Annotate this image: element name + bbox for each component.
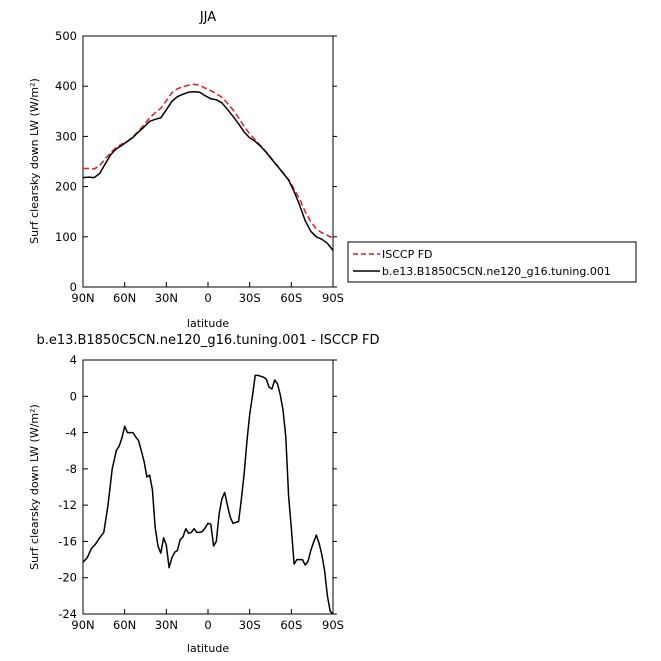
bot-y-tick-label: -16 [58, 534, 77, 548]
bottom-series-lines [82, 374, 334, 615]
top-x-tick-label: 30S [239, 291, 261, 305]
top-series-lines [82, 83, 334, 251]
bot-x-tick-label: 30S [239, 618, 261, 632]
top-series-line-1 [82, 90, 334, 251]
bot-y-tick-label: -12 [58, 498, 77, 512]
legend: ISCCP FD b.e13.B1850C5CN.ne120_g16.tunin… [347, 241, 637, 283]
bot-y-tick-label: 0 [70, 389, 77, 403]
top-x-tick-label: 60S [280, 291, 302, 305]
bottom-chart-title: b.e13.B1850C5CN.ne120_g16.tuning.001 - I… [36, 333, 379, 348]
top-chart-title: JJA [199, 10, 216, 25]
top-x-tick-label: 90N [71, 291, 94, 305]
bot-x-tick-label: 90S [322, 618, 344, 632]
top-y-axis-label: Surf clearsky down LW (W/m²) [28, 78, 41, 244]
bottom-plot-frame [82, 359, 334, 615]
top-x-tick-label: 30N [155, 291, 178, 305]
bot-y-tick-label: 4 [70, 353, 77, 367]
bot-y-tick-label: -20 [58, 571, 77, 585]
top-x-ticks: 90N 60N 30N 0 30S 60S 90S [71, 282, 344, 305]
bottom-x-axis-label: latitude [187, 642, 229, 655]
bot-x-tick-label: 0 [204, 618, 211, 632]
top-y-tick-label: 300 [55, 129, 77, 143]
bot-y-tick-label: -8 [66, 462, 77, 476]
top-plot-frame [82, 35, 334, 288]
top-y-ticks: 0 100 200 300 400 500 [55, 29, 337, 294]
top-x-tick-label: 0 [204, 291, 211, 305]
legend-box [347, 241, 637, 283]
top-y-tick-label: 200 [55, 180, 77, 194]
bottom-y-ticks: 4 0 -4 -8 -12 -16 -20 -24 [58, 353, 337, 621]
legend-label-model: b.e13.B1850C5CN.ne120_g16.tuning.001 [382, 265, 611, 278]
top-series-line-0 [83, 83, 334, 239]
top-y-tick-label: 400 [55, 79, 77, 93]
bot-y-tick-label: -24 [58, 607, 77, 621]
top-panel: JJA 0 100 200 300 400 500 90N 60N 30N 0 30S 60S 90S… [28, 10, 344, 330]
top-y-tick-label: 100 [55, 230, 77, 244]
top-y-tick-label: 0 [70, 280, 77, 294]
bottom-x-ticks: 90N 60N 30N 0 30S 60S 90S [71, 609, 344, 632]
bottom-y-axis-label: Surf clearsky down LW (W/m²) [28, 404, 41, 570]
bot-y-tick-label: -4 [66, 426, 77, 440]
bot-x-tick-label: 60S [280, 618, 302, 632]
bot-series-line-0 [82, 374, 334, 615]
bot-x-tick-label: 90N [71, 618, 94, 632]
legend-label-isccp: ISCCP FD [382, 248, 433, 261]
bot-x-tick-label: 60N [113, 618, 136, 632]
top-x-tick-label: 90S [322, 291, 344, 305]
bottom-panel: b.e13.B1850C5CN.ne120_g16.tuning.001 - I… [28, 333, 380, 655]
top-x-tick-label: 60N [113, 291, 136, 305]
top-x-axis-label: latitude [187, 317, 229, 330]
bot-x-tick-label: 30N [155, 618, 178, 632]
top-y-tick-label: 500 [55, 29, 77, 43]
